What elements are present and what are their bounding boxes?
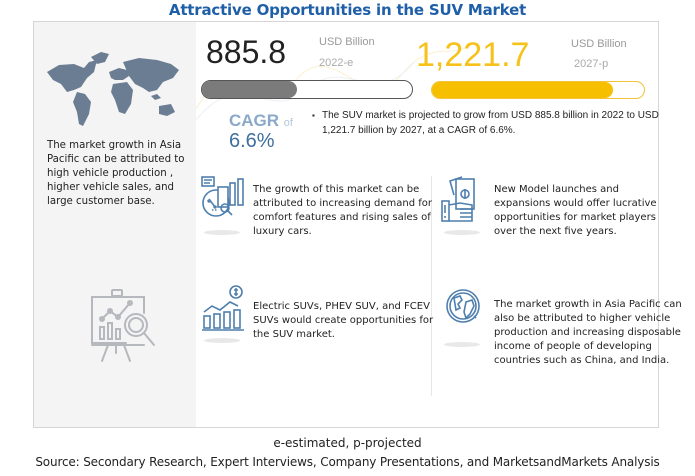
- insight-text-comfort: The growth of this market can be attribu…: [253, 184, 432, 237]
- globe-icon: [446, 289, 480, 323]
- icon-shadow: [444, 230, 480, 235]
- presentation-analysis-icon: [91, 289, 155, 362]
- cagr-label: CAGR of: [229, 111, 293, 131]
- analytics-report-icon: [201, 176, 244, 217]
- unit-label-2022: USD Billion: [319, 36, 375, 48]
- insight-text-asia-pacific: The market growth in Asia Pacific can al…: [494, 299, 682, 366]
- icon-shadow: [204, 230, 240, 235]
- insight-text-new-models: New Model launches and expansions would …: [494, 184, 657, 237]
- left-panel: The market growth in Asia Pacific can be…: [34, 22, 196, 427]
- icon-shadow: [444, 342, 480, 347]
- money-hand-icon: [441, 176, 475, 222]
- year-label-2022: 2022-e: [319, 57, 354, 69]
- progress-bar-2022: [201, 80, 413, 99]
- vertical-divider: [431, 176, 432, 396]
- unit-label-2027: USD Billion: [571, 38, 627, 50]
- infographic-frame: The market growth in Asia Pacific can be…: [33, 21, 682, 428]
- page-title: Attractive Opportunities in the SUV Mark…: [168, 1, 527, 19]
- market-value-2022: 885.8: [206, 34, 287, 70]
- year-label-2027: 2027-p: [574, 58, 609, 70]
- insight-text-electric: Electric SUVs, PHEV SUV, and FCEV SUVs w…: [253, 301, 434, 340]
- world-map-icon: [47, 52, 179, 126]
- cagr-value: 6.6%: [229, 130, 275, 152]
- progress-fill-2027: [432, 82, 613, 98]
- market-value-2027: 1,221.7: [416, 36, 530, 74]
- icon-shadow: [204, 338, 240, 343]
- summary-bullet: ▪ The SUV market is projected to grow fr…: [312, 108, 662, 138]
- footnote: e-estimated, p-projected: [273, 436, 422, 450]
- left-panel-text: The market growth in Asia Pacific can be…: [47, 140, 185, 207]
- bullet-icon: ▪: [312, 111, 315, 120]
- cagr-of-text: of: [283, 117, 293, 129]
- summary-text: The SUV market is projected to grow from…: [322, 110, 659, 136]
- source-citation: Source: Secondary Research, Expert Inter…: [35, 455, 660, 469]
- cagr-label-text: CAGR: [229, 111, 280, 130]
- growth-chart-dollar-icon: [202, 285, 244, 331]
- progress-fill-2022: [202, 81, 297, 98]
- progress-bar-2027: [431, 81, 645, 99]
